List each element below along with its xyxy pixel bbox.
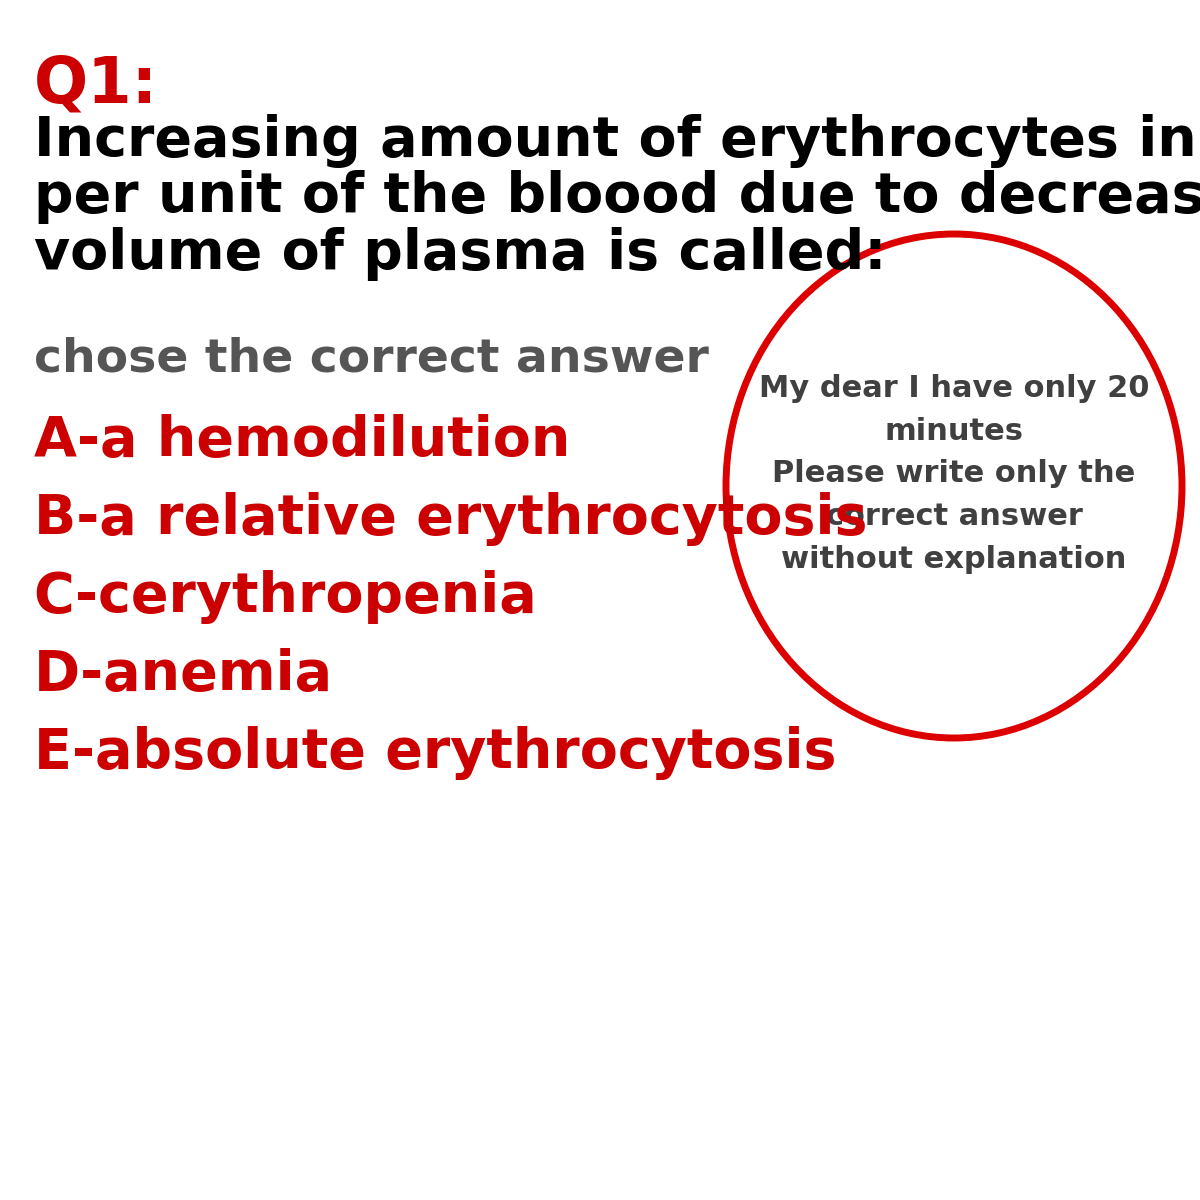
Text: D-anemia: D-anemia xyxy=(34,648,332,702)
Text: C-cerythropenia: C-cerythropenia xyxy=(34,570,538,624)
Text: Q1:: Q1: xyxy=(34,54,157,116)
Text: per unit of the bloood due to decreasing: per unit of the bloood due to decreasing xyxy=(34,170,1200,224)
Text: chose the correct answer: chose the correct answer xyxy=(34,336,708,382)
Text: My dear I have only 20
minutes
Please write only the
correct answer
without expl: My dear I have only 20 minutes Please wr… xyxy=(758,374,1150,574)
Text: B-a relative erythrocytosis: B-a relative erythrocytosis xyxy=(34,492,868,546)
Text: A-a hemodilution: A-a hemodilution xyxy=(34,414,570,468)
Text: E-absolute erythrocytosis: E-absolute erythrocytosis xyxy=(34,726,836,780)
Text: Increasing amount of erythrocytes in: Increasing amount of erythrocytes in xyxy=(34,114,1196,168)
Text: volume of plasma is called:: volume of plasma is called: xyxy=(34,227,886,281)
